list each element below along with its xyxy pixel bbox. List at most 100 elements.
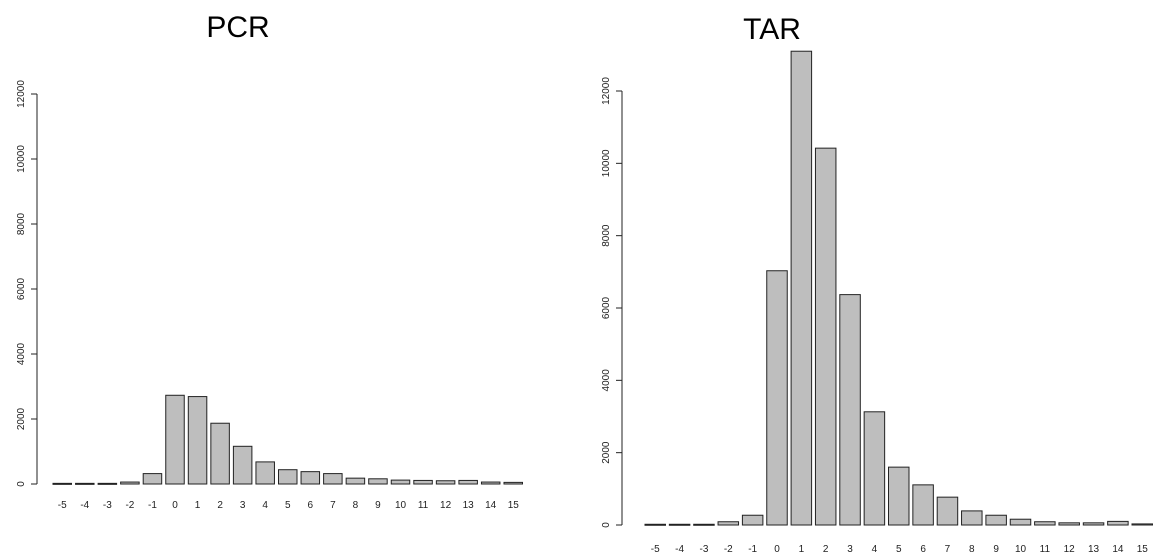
chart-title: PCR — [206, 11, 269, 44]
y-tick-label: 2000 — [601, 441, 612, 464]
bar-11 — [1034, 521, 1056, 526]
x-tick-label: -2 — [125, 500, 134, 511]
x-tick-label: 15 — [508, 500, 520, 511]
bar-6 — [300, 471, 321, 485]
x-tick-label: 2 — [823, 544, 829, 553]
bar--1 — [741, 514, 764, 526]
bars — [52, 394, 523, 485]
bar-6 — [912, 484, 934, 526]
tar-chart: TAR 0 2000 4000 6000 8000 10000 12000 -5 -4 -3 -2… — [601, 13, 1153, 553]
x-tick-label: -5 — [58, 500, 67, 511]
x-tick-label: 10 — [1015, 544, 1027, 553]
x-tick-label: 6 — [308, 500, 314, 511]
bar-13 — [1082, 522, 1105, 526]
x-tick-label: 14 — [485, 500, 497, 511]
x-tick-label: 1 — [195, 500, 201, 511]
x-tick-label: 0 — [172, 500, 178, 511]
y-ticks: 0 2000 4000 6000 8000 10000 12000 — [16, 80, 37, 487]
bar-14 — [480, 481, 501, 485]
bar-3 — [839, 294, 861, 526]
x-tick-labels: -5 -4 -3 -2 -1 0 1 2 3 4 5 6 7 8 9 10 11 12 13 14 15 — [58, 500, 519, 511]
bar--4 — [75, 482, 95, 485]
bar-9 — [985, 514, 1007, 526]
bars — [644, 50, 1153, 526]
bar-9 — [368, 478, 388, 485]
y-tick-label: 6000 — [601, 296, 612, 319]
x-tick-label: 0 — [774, 544, 780, 553]
y-tick-label: 4000 — [16, 342, 27, 365]
x-tick-label: 3 — [847, 544, 853, 553]
bar-15 — [503, 481, 523, 485]
bar-14 — [1107, 520, 1129, 526]
x-tick-label: -4 — [80, 500, 89, 511]
bar-5 — [278, 469, 298, 485]
bar-11 — [413, 479, 433, 485]
x-tick-label: -3 — [103, 500, 112, 511]
x-tick-label: -5 — [651, 544, 660, 553]
y-ticks: 0 2000 4000 6000 8000 10000 12000 — [601, 77, 622, 528]
bar-1 — [790, 50, 813, 526]
x-tick-label: 11 — [1040, 544, 1051, 553]
bar-1 — [187, 396, 208, 485]
bar-0 — [165, 394, 185, 485]
bar-15 — [1131, 523, 1153, 526]
bar-5 — [888, 466, 910, 526]
bar-10 — [390, 479, 411, 485]
y-tick-label: 12000 — [601, 77, 612, 105]
x-tick-label: 13 — [1088, 544, 1100, 553]
x-tick-label: 4 — [262, 500, 268, 511]
bar--2 — [120, 481, 140, 485]
y-tick-label: 0 — [601, 522, 612, 528]
bar--2 — [717, 521, 740, 526]
bar-7 — [323, 473, 343, 485]
bar--5 — [52, 482, 72, 485]
x-tick-label: 12 — [440, 500, 452, 511]
bar--1 — [142, 473, 163, 485]
x-tick-label: 8 — [353, 500, 359, 511]
y-tick-label: 4000 — [601, 369, 612, 392]
x-tick-label: 7 — [330, 500, 336, 511]
bar-7 — [936, 496, 959, 526]
y-tick-label: 6000 — [16, 277, 27, 300]
x-tick-label: 9 — [993, 544, 999, 553]
x-tick-label: 8 — [969, 544, 975, 553]
bar-10 — [1009, 518, 1032, 526]
x-tick-label: 4 — [872, 544, 878, 553]
bar-8 — [345, 477, 366, 485]
x-tick-label: 3 — [240, 500, 246, 511]
x-tick-label: -1 — [148, 500, 157, 511]
x-tick-label: 5 — [285, 500, 291, 511]
y-tick-label: 10000 — [601, 149, 612, 177]
y-tick-label: 8000 — [16, 212, 27, 235]
x-tick-label: 12 — [1064, 544, 1076, 553]
bar-8 — [961, 510, 983, 526]
y-tick-label: 10000 — [16, 145, 27, 173]
pcr-chart: PCR 0 2000 4000 6000 8000 10000 12000 -5 -4 -3 -2… — [16, 11, 523, 511]
y-tick-label: 2000 — [16, 407, 27, 430]
bar-4 — [255, 461, 275, 485]
bar-0 — [766, 270, 788, 526]
y-tick-label: 8000 — [601, 224, 612, 247]
x-tick-label: 2 — [217, 500, 223, 511]
x-tick-label: 14 — [1112, 544, 1124, 553]
x-tick-label: 5 — [896, 544, 902, 553]
bar-12 — [1058, 522, 1080, 526]
x-tick-label: -1 — [748, 544, 757, 553]
bar--3 — [97, 482, 118, 485]
x-tick-label: 13 — [463, 500, 475, 511]
chart-title: TAR — [743, 13, 801, 46]
x-tick-label: 10 — [395, 500, 407, 511]
bar-2 — [814, 147, 837, 526]
x-tick-label: -2 — [724, 544, 733, 553]
y-tick-label: 0 — [16, 481, 27, 487]
bar-12 — [435, 480, 456, 485]
x-tick-label: 9 — [375, 500, 381, 511]
bar--4 — [668, 523, 691, 526]
x-tick-labels: -5 -4 -3 -2 -1 0 1 2 3 4 5 6 7 8 9 10 11 12 13 14 15 — [651, 544, 1148, 553]
x-tick-label: 11 — [418, 500, 429, 511]
x-tick-label: 6 — [920, 544, 926, 553]
bar-2 — [210, 422, 230, 485]
x-tick-label: 15 — [1137, 544, 1149, 553]
bar-3 — [232, 445, 253, 485]
